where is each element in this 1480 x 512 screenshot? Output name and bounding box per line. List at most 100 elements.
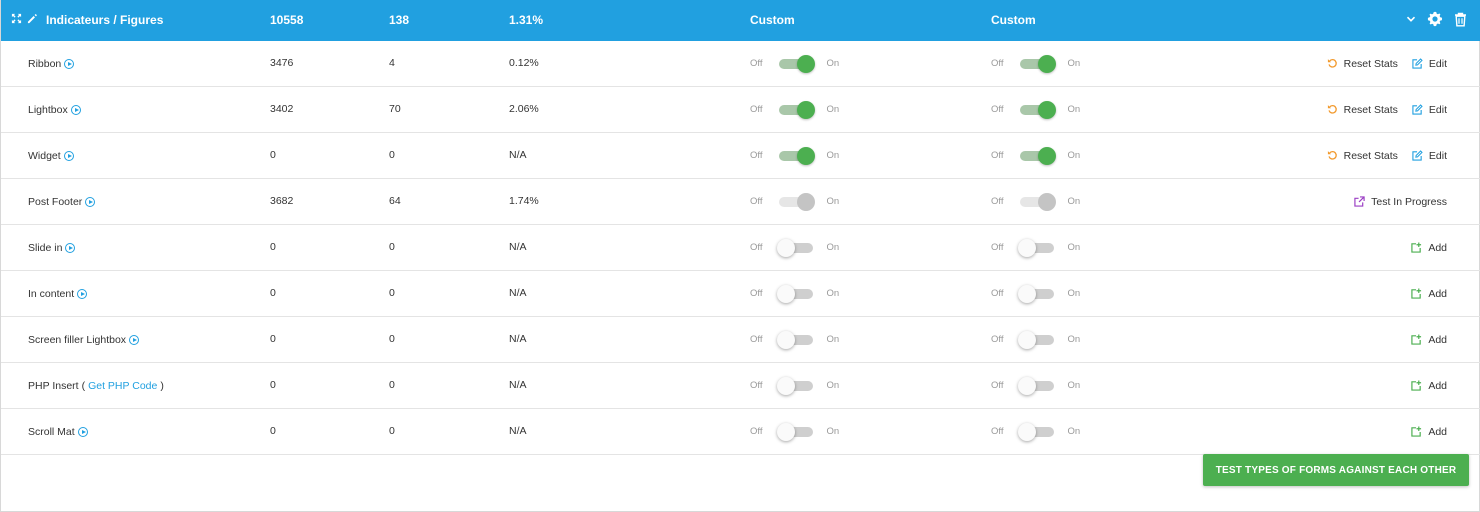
toggle-on-label: On (1067, 195, 1081, 207)
toggle-off-label: Off (991, 379, 1004, 391)
toggle-knob (776, 376, 795, 395)
action-label: Add (1428, 241, 1447, 254)
toggle-track (1019, 380, 1054, 391)
views-cell: 0 (270, 333, 276, 345)
header-rate-total: 1.31% (509, 13, 544, 27)
expand-icon[interactable] (11, 13, 22, 24)
action-reset[interactable]: Reset Stats (1327, 104, 1398, 116)
mobile-toggle (1019, 192, 1056, 212)
action-reset[interactable]: Reset Stats (1327, 58, 1398, 70)
toggle-track (1019, 334, 1054, 345)
mobile-toggle[interactable] (1019, 54, 1056, 74)
action-edit[interactable]: Edit (1412, 150, 1447, 162)
form-type-label: Post Footer (28, 195, 83, 208)
mobile-toggle[interactable] (1017, 238, 1054, 258)
header-views-total: 10558 (270, 13, 304, 27)
get-php-code-link[interactable]: Get PHP Code (88, 379, 158, 392)
trash-icon[interactable] (1454, 12, 1467, 30)
toggle-on-label: On (1067, 425, 1081, 437)
action-add[interactable]: Add (1411, 334, 1447, 346)
mobile-toggle-group: Off On (991, 133, 1080, 178)
action-label: Edit (1428, 103, 1447, 116)
rate-cell: N/A (509, 149, 527, 161)
desktop-toggle[interactable] (776, 238, 813, 258)
header-mobile-mode: Custom (991, 13, 1036, 27)
name-paren-open: ( (81, 379, 86, 392)
action-label: Test In Progress (1371, 195, 1447, 208)
desktop-toggle[interactable] (776, 330, 813, 350)
play-icon[interactable] (64, 58, 75, 69)
row-actions: Add (1411, 225, 1447, 270)
toggle-on-label: On (826, 333, 840, 345)
toggle-knob (776, 238, 795, 257)
action-add[interactable]: Add (1411, 242, 1447, 254)
chevron-down-icon[interactable] (1406, 14, 1416, 27)
mobile-toggle[interactable] (1017, 330, 1054, 350)
desktop-toggle-group: Off On (750, 271, 839, 316)
desktop-toggle[interactable] (776, 422, 813, 442)
header-title[interactable]: Indicateurs / Figures (46, 13, 164, 27)
mobile-toggle[interactable] (1019, 100, 1056, 120)
row-actions: Add (1411, 363, 1447, 408)
form-type-label: In content (28, 287, 75, 300)
toggle-track (1019, 104, 1054, 115)
desktop-toggle-group: Off On (750, 179, 839, 224)
row-actions: Add (1411, 409, 1447, 454)
action-label: Add (1428, 379, 1447, 392)
mobile-toggle[interactable] (1017, 284, 1054, 304)
desktop-toggle[interactable] (778, 146, 815, 166)
mobile-toggle-group: Off On (991, 41, 1080, 86)
play-icon[interactable] (70, 104, 81, 115)
toggle-on-label: On (826, 425, 840, 437)
views-cell: 0 (270, 241, 276, 253)
action-edit[interactable]: Edit (1412, 58, 1447, 70)
test-forms-button[interactable]: TEST TYPES OF FORMS AGAINST EACH OTHER (1203, 454, 1469, 486)
pencil-icon[interactable] (27, 13, 38, 24)
play-icon[interactable] (63, 150, 74, 161)
rate-cell: N/A (509, 379, 527, 391)
edit-icon (1412, 104, 1423, 115)
desktop-toggle[interactable] (778, 54, 815, 74)
toggle-on-label: On (1067, 379, 1081, 391)
views-cell: 3402 (270, 103, 294, 115)
toggle-off-label: Off (991, 425, 1004, 437)
play-icon[interactable] (85, 196, 96, 207)
edit-icon (1412, 58, 1423, 69)
desktop-toggle[interactable] (776, 376, 813, 396)
action-add[interactable]: Add (1411, 380, 1447, 392)
table-row: Screen filler Lightbox 0 0 N/A Off On Off On Add (1, 317, 1480, 363)
form-type-name: Lightbox (28, 87, 81, 132)
toggle-track (1019, 58, 1054, 69)
form-type-name: Slide in (28, 225, 76, 270)
action-label: Edit (1428, 149, 1447, 162)
toggle-on-label: On (1067, 241, 1081, 253)
play-icon[interactable] (77, 426, 88, 437)
action-edit[interactable]: Edit (1412, 104, 1447, 116)
mobile-toggle[interactable] (1017, 422, 1054, 442)
desktop-toggle (778, 192, 815, 212)
play-icon[interactable] (77, 288, 88, 299)
views-cell: 0 (270, 425, 276, 437)
toggle-track (778, 380, 813, 391)
play-icon[interactable] (129, 334, 140, 345)
gear-icon[interactable] (1427, 11, 1443, 30)
play-icon[interactable] (65, 242, 76, 253)
desktop-toggle[interactable] (776, 284, 813, 304)
action-add[interactable]: Add (1411, 426, 1447, 438)
row-actions: Reset Stats Edit (1327, 41, 1447, 86)
desktop-toggle[interactable] (778, 100, 815, 120)
mobile-toggle[interactable] (1017, 376, 1054, 396)
action-add[interactable]: Add (1411, 288, 1447, 300)
mobile-toggle[interactable] (1019, 146, 1056, 166)
row-actions: Test In Progress (1354, 179, 1447, 224)
action-reset[interactable]: Reset Stats (1327, 150, 1398, 162)
toggle-off-label: Off (750, 149, 763, 161)
action-test[interactable]: Test In Progress (1354, 196, 1447, 208)
toggle-on-label: On (826, 195, 840, 207)
toggle-track (778, 334, 813, 345)
desktop-toggle-group: Off On (750, 41, 839, 86)
header-desktop-mode: Custom (750, 13, 795, 27)
toggle-on-label: On (826, 241, 840, 253)
form-type-label: Scroll Mat (28, 425, 75, 438)
toggle-knob (796, 100, 815, 119)
